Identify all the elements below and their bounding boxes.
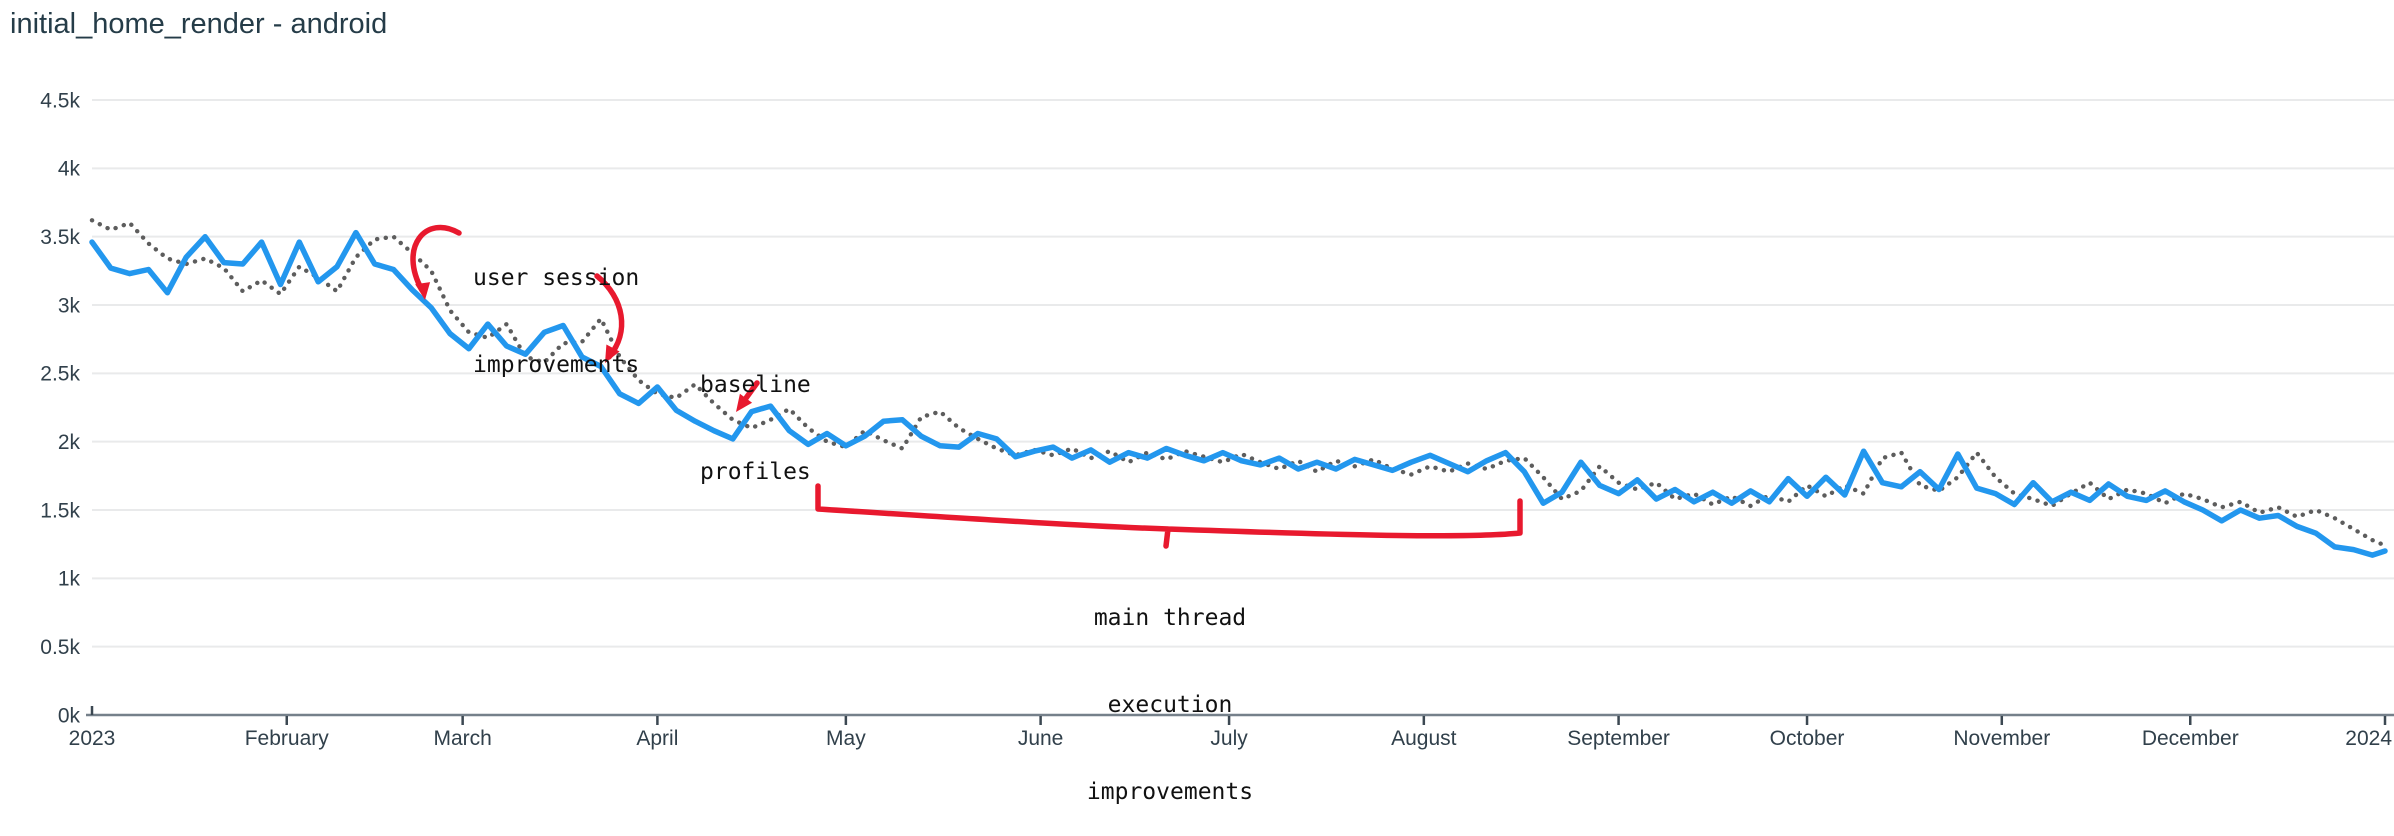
y-axis-tick-label: 1k — [58, 568, 81, 591]
y-axis-tick-label: 0k — [58, 704, 81, 727]
x-axis-tick-label: December — [2142, 727, 2239, 750]
x-axis-tick-label: October — [1770, 727, 1845, 750]
annotation-line: execution — [1107, 692, 1233, 718]
x-axis-tick-label: April — [636, 727, 678, 750]
chart-canvas[interactable]: 0k 0.5k 1k 1.5k 2k 2.5k 3k 3.5k 4k 4.5k 2023 Februa… — [0, 0, 2394, 758]
annotation-arrow-user_session — [410, 224, 462, 293]
annotation-bracket-main_thread — [815, 483, 1523, 549]
annotation-baseline-profiles: baseline profiles — [700, 313, 811, 516]
x-axis-tick-label: 2023 — [69, 727, 116, 750]
annotation-arrowhead-user_session — [415, 282, 431, 300]
annotation-user-session-improvements: user session improvements — [473, 206, 639, 409]
annotation-arrowhead-user_session — [605, 344, 620, 363]
annotation-line: user session — [473, 265, 640, 291]
y-axis-tick-label: 2.5k — [40, 363, 80, 386]
annotation-arrowhead-baseline_profiles — [736, 393, 753, 412]
y-axis-tick-label: 2k — [58, 431, 81, 454]
x-axis-tick-label: May — [826, 727, 866, 750]
chart-title: initial_home_render - android — [10, 8, 388, 40]
y-axis-tick-label: 4k — [58, 158, 81, 181]
annotation-line: profiles — [700, 459, 811, 485]
y-axis-tick-label: 0.5k — [40, 636, 80, 659]
annotation-arrow-user_session — [594, 273, 625, 360]
series-dotted-line[interactable] — [89, 218, 2388, 548]
y-axis-tick-label: 4.5k — [40, 89, 80, 112]
page: { "title": "initial_home_render - androi… — [0, 0, 2394, 805]
x-axis-tick-label: June — [1018, 727, 1064, 750]
annotation-line: main thread — [1093, 605, 1247, 631]
series-solid-line[interactable] — [89, 229, 2388, 558]
x-axis-tick-label: November — [1953, 727, 2050, 750]
x-axis-tick-label: March — [433, 727, 491, 750]
annotation-main-thread-improvements: main thread execution improvements — [1087, 546, 1253, 836]
annotation-line: baseline — [700, 372, 811, 398]
annotation-line: improvements — [1086, 779, 1254, 805]
x-axis-tick-label: August — [1391, 727, 1457, 750]
y-axis-tick-label: 3k — [58, 294, 81, 317]
annotation-line: improvements — [473, 352, 640, 378]
x-axis-tick-label: September — [1567, 727, 1670, 750]
x-axis-tick-label: July — [1210, 727, 1248, 750]
x-axis-tick-label: February — [245, 727, 330, 750]
x-axis-tick-label: 2024 — [2345, 727, 2392, 750]
y-axis-tick-label: 1.5k — [40, 499, 80, 522]
y-axis-tick-label: 3.5k — [40, 226, 80, 249]
